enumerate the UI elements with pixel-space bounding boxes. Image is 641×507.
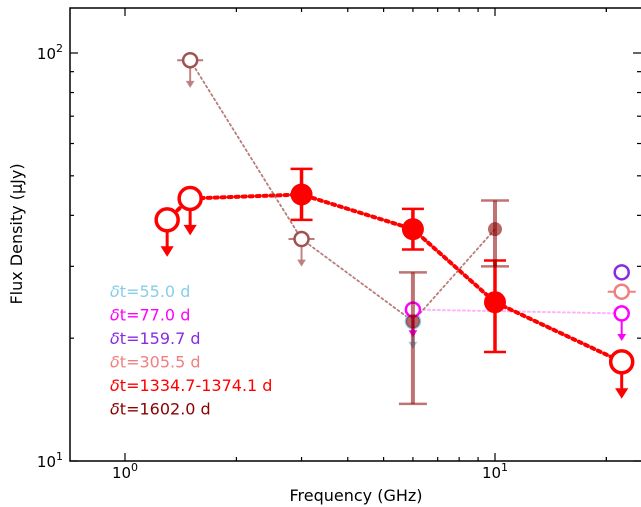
data-point xyxy=(401,218,424,241)
series-t-159-7-d xyxy=(613,264,630,281)
y-tick-label: 102 xyxy=(37,42,63,63)
data-point xyxy=(154,207,180,233)
legend-entry: δt=159.7 d xyxy=(110,329,201,348)
series-t-1334-7-1374-1-d xyxy=(154,167,635,399)
y-axis-label: Flux Density (μJy) xyxy=(7,163,26,304)
series-line xyxy=(189,59,496,323)
data-point xyxy=(613,305,630,322)
upper-limit-arrowhead xyxy=(615,388,629,399)
plot-frame xyxy=(69,7,641,462)
legend-entry: δt=305.5 d xyxy=(110,353,201,372)
y-tick-label: 101 xyxy=(37,450,63,471)
legend: δt=55.0 d δt=77.0 d δt=159.7 d δt=305.5 d δt… xyxy=(110,282,272,419)
upper-limit-arrowhead xyxy=(185,80,195,88)
data-point xyxy=(290,183,313,206)
upper-limit-arrowhead xyxy=(160,246,174,257)
series-line xyxy=(165,192,624,364)
data-point xyxy=(177,185,203,212)
data-point xyxy=(613,264,630,281)
data-point xyxy=(181,51,199,69)
data-point xyxy=(608,349,635,375)
series-t-77-0-d xyxy=(404,301,630,342)
x-axis-label: Frequency (GHz) xyxy=(289,486,422,505)
legend-entry: δt=77.0 d xyxy=(110,306,190,325)
series-lines xyxy=(165,59,624,364)
data-marks xyxy=(154,51,636,406)
data-point xyxy=(488,222,502,237)
data-point xyxy=(484,291,506,314)
legend-entry: δt=1602.0 d xyxy=(110,400,211,419)
upper-limit-arrowhead xyxy=(297,259,306,267)
x-tick-label: 101 xyxy=(482,461,508,482)
x-tick-label: 100 xyxy=(112,461,138,482)
legend-entry: δt=1334.7-1374.1 d xyxy=(110,376,272,395)
series-t-305-5-d xyxy=(607,283,636,300)
upper-limit-arrowhead xyxy=(617,334,627,342)
data-point xyxy=(293,230,310,248)
data-point xyxy=(405,314,420,329)
tick-labels: 100 101 101 102 xyxy=(37,42,508,482)
upper-limit-arrowhead xyxy=(183,224,197,236)
data-point xyxy=(613,283,630,300)
series-t-1602-0-d xyxy=(177,51,509,406)
legend-entry: δt=55.0 d xyxy=(110,282,190,301)
